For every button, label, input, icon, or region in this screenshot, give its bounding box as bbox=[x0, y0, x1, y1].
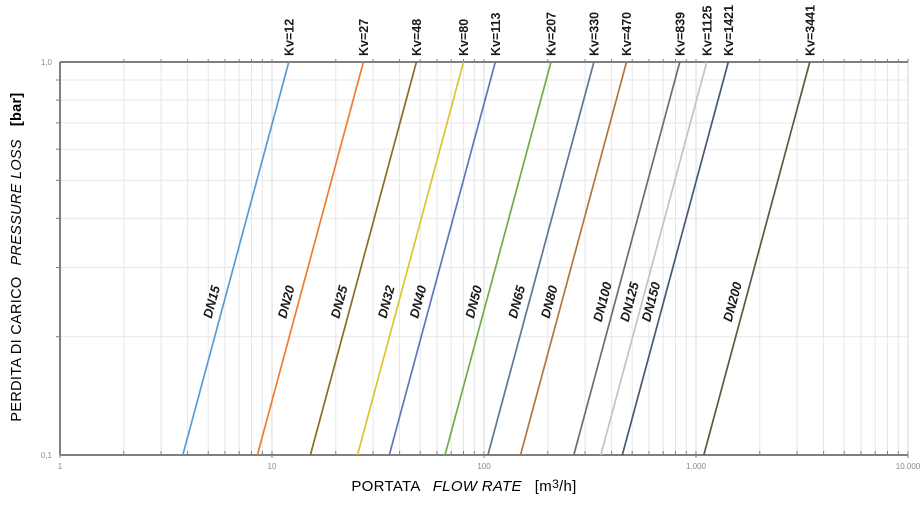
kv-label-DN15: Kv=12 bbox=[282, 19, 296, 56]
x-axis-title: PORTATA FLOW RATE [m3/h] bbox=[351, 477, 576, 495]
dn-label-DN80: DN80 bbox=[538, 283, 561, 320]
kv-label-DN150: Kv=1421 bbox=[722, 5, 736, 56]
kv-line-DN125 bbox=[599, 61, 708, 456]
kv-line-DN150 bbox=[621, 61, 730, 456]
kv-label-DN25: Kv=48 bbox=[410, 19, 424, 56]
x-axis-unit: [m3/h] bbox=[534, 477, 577, 495]
dn-label-DN65: DN65 bbox=[505, 283, 528, 320]
kv-label-DN200: Kv=3441 bbox=[803, 5, 817, 56]
dn-label-DN25: DN25 bbox=[328, 283, 351, 320]
kv-label-DN32: Kv=80 bbox=[457, 19, 471, 56]
dn-label-DN15: DN15 bbox=[200, 283, 223, 320]
y-axis-title: PERDITA DI CARICO PRESSURE LOSS [bar] bbox=[9, 92, 25, 421]
kv-line-DN25 bbox=[309, 61, 418, 456]
y-tick-label-0,1: 0,1 bbox=[41, 451, 53, 460]
dn-label-DN40: DN40 bbox=[406, 283, 429, 320]
kv-line-DN65 bbox=[487, 61, 595, 456]
kv-label-DN80: Kv=470 bbox=[620, 12, 634, 56]
x-tick-label-1.000: 1.000 bbox=[686, 462, 707, 471]
x-tick-label-10: 10 bbox=[268, 462, 277, 471]
y-axis-title-english: PRESSURE LOSS bbox=[9, 139, 25, 266]
kv-label-DN20: Kv=27 bbox=[357, 19, 371, 56]
kv-label-DN40: Kv=113 bbox=[489, 13, 503, 56]
kv-line-DN50 bbox=[444, 61, 552, 456]
y-axis-unit: [bar] bbox=[9, 92, 25, 127]
kv-line-DN100 bbox=[572, 61, 681, 456]
dn-label-DN20: DN20 bbox=[275, 283, 298, 320]
dn-label-DN50: DN50 bbox=[462, 283, 485, 320]
kv-line-DN80 bbox=[519, 61, 628, 456]
kv-label-DN125: Kv=1125 bbox=[700, 6, 714, 56]
kv-line-DN15 bbox=[181, 61, 290, 456]
kv-line-DN40 bbox=[388, 61, 497, 456]
x-tick-label-100: 100 bbox=[477, 462, 491, 471]
kv-line-DN20 bbox=[256, 61, 365, 456]
x-axis-title-english: FLOW RATE bbox=[432, 478, 522, 495]
x-axis-title-italian: PORTATA bbox=[351, 478, 421, 495]
y-tick-label-1,0: 1,0 bbox=[41, 58, 53, 67]
kv-label-DN65: Kv=330 bbox=[587, 12, 601, 56]
kv-line-DN200 bbox=[702, 61, 811, 456]
kv-label-DN50: Kv=207 bbox=[545, 12, 559, 56]
y-axis-title-italian: PERDITA DI CARICO bbox=[9, 276, 25, 422]
x-tick-label-1: 1 bbox=[58, 462, 63, 471]
kv-label-DN100: Kv=839 bbox=[673, 12, 687, 56]
kv-line-DN32 bbox=[356, 61, 465, 456]
x-tick-label-10.000: 10.000 bbox=[896, 462, 921, 471]
dn-label-DN32: DN32 bbox=[375, 283, 398, 320]
